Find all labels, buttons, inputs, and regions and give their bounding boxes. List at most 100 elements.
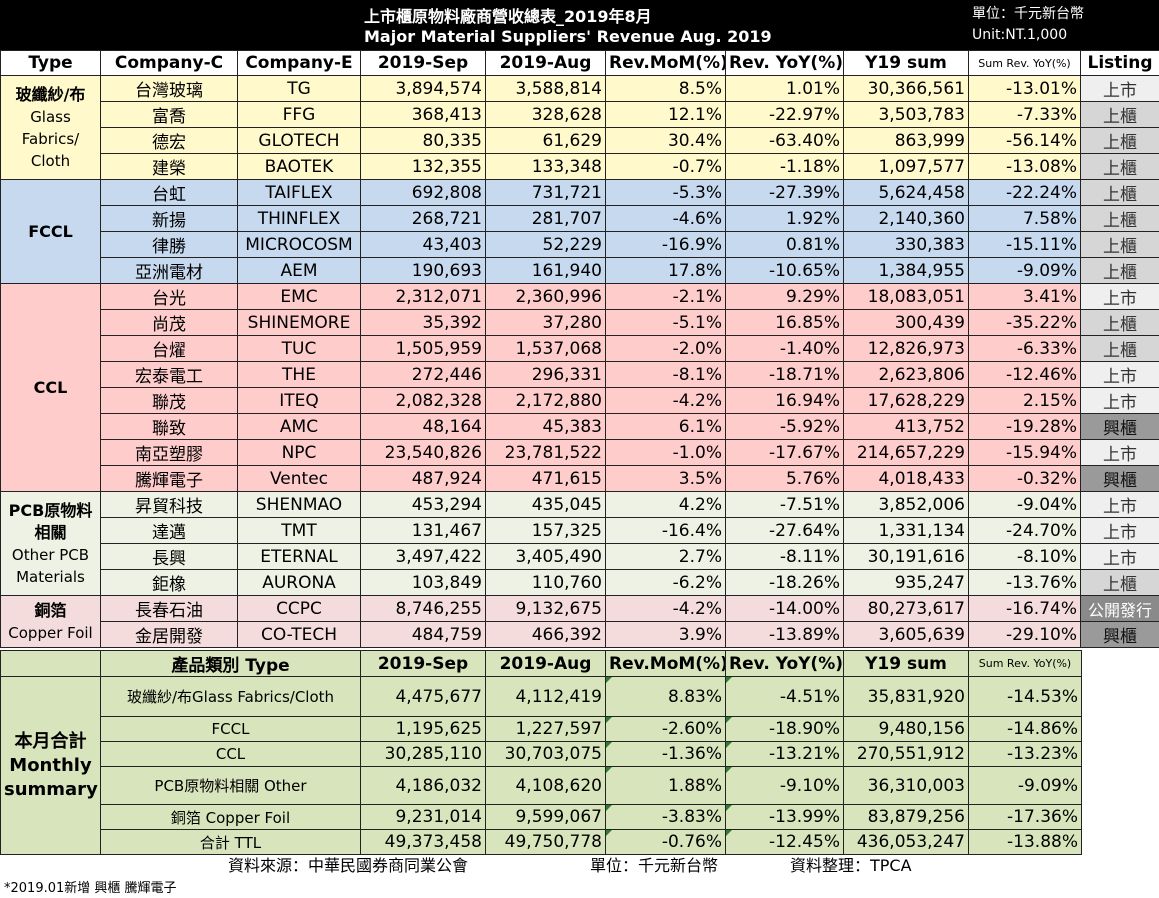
summary-cell-y19-sum: 436,053,247 <box>843 829 969 855</box>
cell-mom: -2.1% <box>605 283 726 310</box>
cell-mom: -0.7% <box>605 153 726 180</box>
cell-mom: -4.6% <box>605 205 726 232</box>
cell-company-e: AURONA <box>237 569 361 596</box>
cell-sep: 3,894,574 <box>360 75 486 102</box>
cell-y19-sum: 30,366,561 <box>843 75 969 102</box>
cell-aug: 281,707 <box>485 205 606 232</box>
cell-listing: 興櫃 <box>1080 621 1159 648</box>
data-source: 資料來源：中華民國券商同業公會 <box>228 856 469 875</box>
cell-aug: 52,229 <box>485 231 606 258</box>
cell-y19-sum: 863,999 <box>843 127 969 154</box>
cell-y19-sum: 2,140,360 <box>843 205 969 232</box>
cell-company-e: AEM <box>237 257 361 284</box>
cell-aug: 110,760 <box>485 569 606 596</box>
cell-company-e: AMC <box>237 413 361 440</box>
cell-company-e: NPC <box>237 439 361 466</box>
table-row: 聯茂 ITEQ 2,082,328 2,172,880 -4.2% 16.94% 17,62… <box>1 387 1159 414</box>
summary-cell-yoy: -13.21% <box>725 741 844 767</box>
cell-yoy: 16.94% <box>725 387 844 414</box>
cell-company-c: 騰輝電子 <box>100 465 238 492</box>
cell-mom: -5.3% <box>605 179 726 206</box>
table-row: 宏泰電工 THE 272,446 296,331 -8.1% -18.71% 2,623,8… <box>1 361 1159 388</box>
cell-y19-sum: 80,273,617 <box>843 595 969 622</box>
cell-mom: 12.1% <box>605 101 726 128</box>
cell-sum-yoy: -7.33% <box>968 101 1081 128</box>
summary-cell-mom: 8.83% <box>605 676 726 717</box>
cell-listing: 上市 <box>1080 387 1159 414</box>
cell-sum-yoy: -16.74% <box>968 595 1081 622</box>
col-header-company-e: Company-E <box>237 50 361 76</box>
cell-mom: 2.7% <box>605 543 726 570</box>
cell-company-c: 聯致 <box>100 413 238 440</box>
summary-cell-category: FCCL <box>100 716 361 742</box>
cell-company-c: 律勝 <box>100 231 238 258</box>
summary-cell-category: 玻纖紗/布Glass Fabrics/Cloth <box>100 676 361 717</box>
summary-col-type: 產品類別 Type <box>100 650 361 677</box>
table-row: 銅箔 Copper Foil 長春石油 CCPC 8,746,255 9,132,675-… <box>0 595 1159 648</box>
cell-mom: -5.1% <box>605 309 726 336</box>
cell-aug: 3,405,490 <box>485 543 606 570</box>
cell-company-c: 台虹 <box>100 179 238 206</box>
cell-company-e: Ventec <box>237 465 361 492</box>
group-type-label: 銅箔 Copper Foil <box>0 595 101 648</box>
cell-listing: 上櫃 <box>1080 127 1159 154</box>
cell-mom: 6.1% <box>605 413 726 440</box>
cell-company-e: THE <box>237 361 361 388</box>
summary-cell-aug: 9,599,067 <box>485 804 606 830</box>
cell-aug: 471,615 <box>485 465 606 492</box>
summary-label-en: Monthly summary <box>4 754 98 800</box>
summary-col-aug: 2019-Aug <box>485 650 606 677</box>
supplier-revenue-table: Type Company-C Company-E 2019-Sep 2019-A… <box>0 50 1159 648</box>
summary-cell-y19-sum: 36,310,003 <box>843 766 969 805</box>
cell-sep: 1,505,959 <box>360 335 486 362</box>
summary-row: 銅箔 Copper Foil 9,231,014 9,599,067 -3.83% -1… <box>1 804 1082 830</box>
cell-aug: 1,537,068 <box>485 335 606 362</box>
cell-mom: 17.8% <box>605 257 726 284</box>
cell-company-c: 南亞塑膠 <box>100 439 238 466</box>
cell-sum-yoy: -35.22% <box>968 309 1081 336</box>
column-header-row: Type Company-C Company-E 2019-Sep 2019-A… <box>0 50 1159 76</box>
cell-company-e: ITEQ <box>237 387 361 414</box>
summary-cell-sep: 9,231,014 <box>360 804 486 830</box>
cell-company-c: 台燿 <box>100 335 238 362</box>
table-row: 亞洲電材 AEM 190,693 161,940 17.8% -10.65% 1,384,9… <box>1 257 1159 284</box>
summary-col-yoy: Rev. YoY(%) <box>725 650 844 677</box>
cell-company-e: FFG <box>237 101 361 128</box>
cell-sep: 190,693 <box>360 257 486 284</box>
cell-aug: 2,172,880 <box>485 387 606 414</box>
cell-mom: -1.0% <box>605 439 726 466</box>
cell-mom: -6.2% <box>605 569 726 596</box>
summary-cell-category: CCL <box>100 741 361 767</box>
cell-company-e: SHENMAO <box>237 491 361 518</box>
table-row: 德宏 GLOTECH 80,335 61,629 30.4% -63.40% 863,999… <box>1 127 1159 154</box>
summary-row: CCL 30,285,110 30,703,075 -1.36% -13.21% 270,… <box>1 741 1082 767</box>
summary-col-sep: 2019-Sep <box>360 650 486 677</box>
cell-company-c: 尚茂 <box>100 309 238 336</box>
cell-sum-yoy: -13.76% <box>968 569 1081 596</box>
cell-listing: 公開發行 <box>1080 595 1159 622</box>
cell-company-c: 台光 <box>100 283 238 310</box>
cell-sep: 692,808 <box>360 179 486 206</box>
summary-cell-sum-yoy: -9.09% <box>968 766 1082 805</box>
cell-listing: 上櫃 <box>1080 231 1159 258</box>
cell-y19-sum: 30,191,616 <box>843 543 969 570</box>
cell-yoy: -10.65% <box>725 257 844 284</box>
cell-sep: 484,759 <box>360 621 486 648</box>
cell-listing: 上市 <box>1080 75 1159 102</box>
cell-sum-yoy: -19.28% <box>968 413 1081 440</box>
cell-company-e: GLOTECH <box>237 127 361 154</box>
summary-row: FCCL 1,195,625 1,227,597 -2.60% -18.90% 9,480… <box>1 716 1082 742</box>
cell-y19-sum: 5,624,458 <box>843 179 969 206</box>
summary-cell-sep: 49,373,458 <box>360 829 486 855</box>
cell-company-e: SHINEMORE <box>237 309 361 336</box>
table-row: 鉅橡 AURONA 103,849 110,760 -6.2% -18.26% 935,24… <box>1 569 1159 596</box>
cell-sum-yoy: -6.33% <box>968 335 1081 362</box>
cell-mom: -8.1% <box>605 361 726 388</box>
cell-yoy: -1.18% <box>725 153 844 180</box>
title-english: Major Material Suppliers' Revenue Aug. 2… <box>364 27 772 46</box>
table-row: 玻纖紗/布 Glass Fabrics/ Cloth 台灣玻璃 TG 3,894,574… <box>0 75 1159 180</box>
cell-y19-sum: 413,752 <box>843 413 969 440</box>
summary-cell-category: 銅箔 Copper Foil <box>100 804 361 830</box>
cell-aug: 161,940 <box>485 257 606 284</box>
cell-sum-yoy: -29.10% <box>968 621 1081 648</box>
